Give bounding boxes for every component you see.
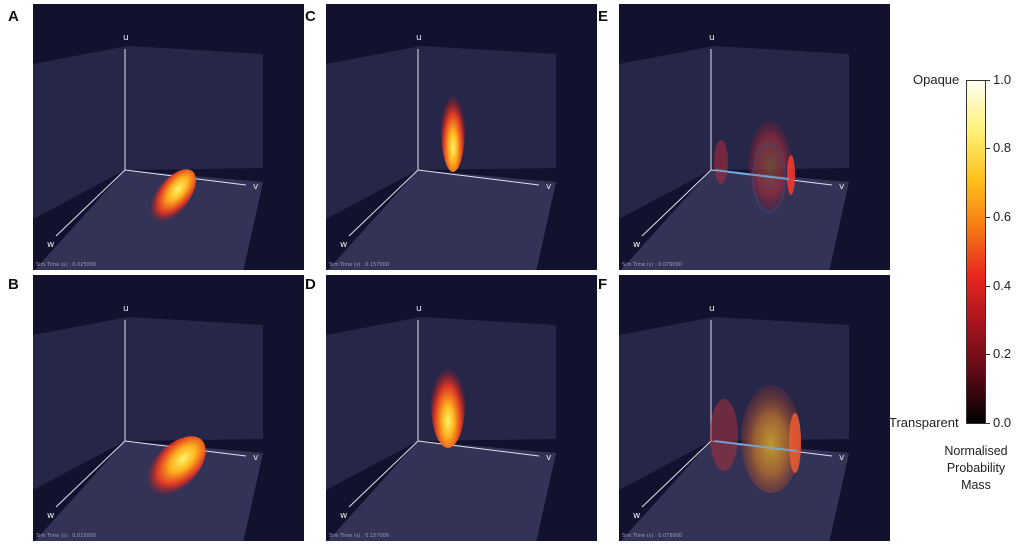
probability-density-blob [148,169,196,225]
u-axis-label: u [123,304,129,314]
panel-e: u v w Sim Time (s) : 0.079000 [619,4,890,270]
panel-e-scene: u v w [619,33,849,270]
panel-d: u v w Sim Time (s) : 0.157000 [326,275,597,541]
panel-label-f: F [598,276,608,293]
colorbar-opaque-label: Opaque [913,72,960,87]
ring-edge-highlight [787,155,795,195]
w-axis-label: w [47,240,54,250]
v-axis [417,169,540,186]
floor-plane [620,170,849,270]
back-wall [326,46,556,219]
panel-f-scene: u v w [619,304,849,541]
u-axis-label: u [709,304,715,314]
w-axis-label: w [340,240,347,250]
w-axis [348,169,419,237]
tick-mark [986,217,990,218]
v-axis-label: v [546,453,552,463]
sim-time-readout: Sim Time (s) : 0.157000 [329,262,390,268]
colorbar-tick-0-2: 0.2 [993,346,1012,361]
ring-edge-highlight [789,413,801,473]
colorbar-title-line: Mass [961,478,991,492]
colorbar-tick-0-6: 0.6 [993,209,1012,224]
panel-f: u v w Sim Time (s) : 0.079000 [619,275,890,541]
u-axis-label: u [709,33,715,43]
back-wall [33,46,263,219]
w-axis-label: w [633,511,640,521]
w-axis [641,440,712,508]
colorbar-title-line: Normalised [944,444,1008,458]
floor-plane [34,170,263,270]
tick-mark [986,286,990,287]
panel-label-e: E [598,8,609,25]
w-axis-label: w [633,240,640,250]
colorbar-tick-0-0: 0.0 [993,415,1012,430]
sim-time-readout: Sim Time (s) : 0.079000 [622,262,683,268]
v-axis-label: v [253,453,259,463]
w-axis-label: w [47,511,54,521]
v-axis-label: v [546,182,552,192]
ring-density-shell [748,121,792,211]
colorbar-tick-0-4: 0.4 [993,278,1012,293]
small-density-disc [710,399,738,471]
sim-time-readout: Sim Time (s) : 0.157000 [329,533,390,539]
v-axis-label: v [839,453,845,463]
v-axis-label: v [839,182,845,192]
panel-label-a: A [8,8,19,25]
panel-label-d: D [305,276,316,293]
panel-c-scene: u v w [326,33,556,270]
v-axis-label: v [253,182,259,192]
panel-label-c: C [305,8,316,25]
colorbar-tick-0-8: 0.8 [993,140,1012,155]
sim-time-readout: Sim Time (s) : 0.025000 [36,533,97,539]
w-axis [55,440,126,508]
u-axis-label: u [416,304,422,314]
colorbar-title-line: Probability [946,461,1006,475]
colorbar [966,80,986,424]
colorbar-tick-marks [986,80,991,424]
back-wall [619,317,849,490]
sim-time-readout: Sim Time (s) : 0.025000 [36,262,97,268]
panel-a: u v w Sim Time (s) : 0.025000 [33,4,304,270]
colorbar-title: Normalised Probability Mass [930,443,1021,494]
back-wall [33,317,263,490]
u-axis-label: u [123,33,129,43]
floor-plane [327,170,556,270]
colorbar-transparent-label: Transparent [889,415,959,430]
w-axis [55,169,126,237]
panel-d-scene: u v w [326,304,556,541]
tick-mark [986,148,990,149]
probability-density-blob [144,436,206,498]
tick-mark [986,354,990,355]
colorbar-gradient [967,81,985,423]
v-axis [417,440,540,457]
w-axis [641,169,712,237]
panel-b: u v w Sim Time (s) : 0.025000 [33,275,304,541]
tick-mark [986,80,990,81]
v-axis-highlight [714,440,798,452]
back-wall [619,46,849,219]
w-axis-label: w [340,511,347,521]
tick-mark [986,423,990,424]
w-axis [348,440,419,508]
panel-label-b: B [8,276,19,293]
floor-plane [327,441,556,541]
panel-b-scene: u v w [33,304,263,541]
panel-c: u v w Sim Time (s) : 0.157000 [326,4,597,270]
probability-density-blob [441,84,465,172]
v-axis-highlight [714,169,790,180]
sim-time-readout: Sim Time (s) : 0.079000 [622,533,683,539]
small-density-disc [714,140,728,184]
panel-a-scene: u v w [33,33,263,270]
colorbar-tick-1-0: 1.0 [993,72,1012,87]
u-axis-label: u [416,33,422,43]
probability-density-blob [431,358,465,448]
ring-density-shell [741,385,801,493]
